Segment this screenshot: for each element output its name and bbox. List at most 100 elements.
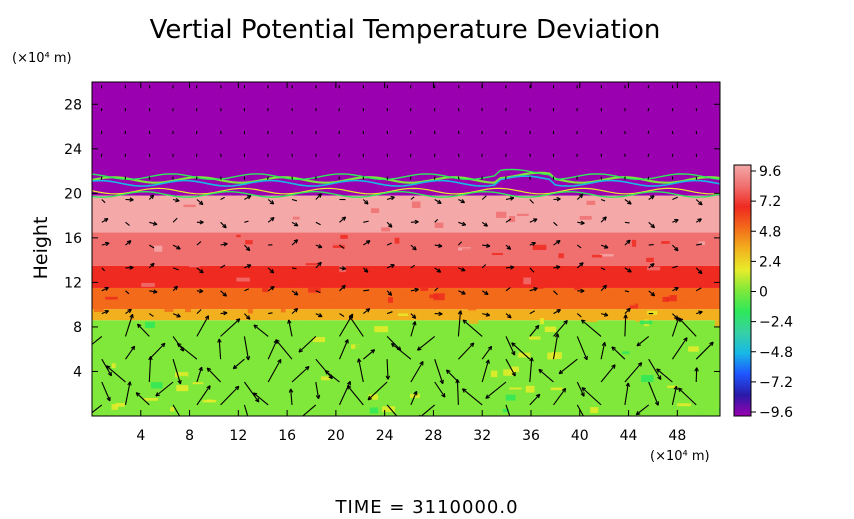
wind-vector-head xyxy=(436,270,441,273)
wind-vector-head xyxy=(349,315,354,319)
wind-vector xyxy=(600,108,603,112)
wind-vector xyxy=(338,108,341,112)
field-patch xyxy=(217,298,222,306)
wind-vector xyxy=(576,244,582,249)
wind-vector xyxy=(458,342,475,360)
wind-vector xyxy=(148,342,166,360)
field-patch xyxy=(387,333,393,337)
wind-vector xyxy=(600,85,603,89)
wind-vector xyxy=(624,290,630,293)
wind-vector xyxy=(695,287,702,292)
field-patch xyxy=(388,297,393,303)
wind-vector-head xyxy=(249,425,252,428)
wind-vector-head xyxy=(201,367,203,372)
wind-vector-head xyxy=(255,399,260,403)
wind-vector xyxy=(338,85,341,89)
field-patch xyxy=(170,242,178,245)
field-patch xyxy=(590,407,599,414)
field-patch xyxy=(164,306,174,312)
field-patch xyxy=(588,260,599,264)
wind-vector-head xyxy=(656,368,661,371)
wind-vector xyxy=(553,290,558,296)
wind-vector xyxy=(696,243,703,246)
wind-vector-head xyxy=(163,343,166,348)
wind-vector xyxy=(624,362,643,383)
wind-vector-head xyxy=(295,308,299,313)
wind-vector xyxy=(386,196,395,201)
field-patch xyxy=(93,308,104,312)
field-patch xyxy=(221,248,230,253)
field-patch xyxy=(96,334,105,337)
wind-vector xyxy=(177,343,198,360)
wind-vector xyxy=(196,366,203,383)
wind-vector xyxy=(149,244,155,249)
field-patch xyxy=(420,204,426,208)
wind-vector xyxy=(106,365,126,383)
wind-vector xyxy=(367,381,388,401)
wind-vector xyxy=(600,342,606,360)
colorbar-gradient xyxy=(733,164,752,417)
wind-vector xyxy=(386,359,389,380)
field-patch xyxy=(667,385,678,388)
wind-vector xyxy=(434,219,439,223)
field-patch xyxy=(402,399,412,402)
field-patch xyxy=(647,266,661,271)
wind-vector xyxy=(576,313,582,318)
wind-vector xyxy=(290,388,293,405)
wind-vector xyxy=(315,221,321,226)
field-patch xyxy=(591,254,603,258)
x-tick-label: 48 xyxy=(668,428,686,444)
field-patch xyxy=(529,336,541,340)
wind-vector xyxy=(124,381,131,406)
wind-vector-head xyxy=(153,291,158,294)
wind-vector xyxy=(458,310,462,314)
field-patch xyxy=(157,324,166,327)
wind-vector xyxy=(576,85,578,89)
field-patch xyxy=(399,291,407,297)
field-patch xyxy=(147,345,159,353)
wind-vector xyxy=(220,176,222,180)
wind-vector xyxy=(291,267,297,270)
wind-vector xyxy=(553,240,561,246)
wind-vector-head xyxy=(129,267,134,270)
field-patch xyxy=(144,395,152,399)
wind-vector xyxy=(576,336,588,361)
wind-vector-head xyxy=(414,321,417,326)
field-patch xyxy=(219,279,228,284)
wind-vector xyxy=(481,359,490,383)
field-patch xyxy=(714,271,720,274)
field-patch xyxy=(646,257,654,263)
field-patch xyxy=(539,318,544,325)
field-patch xyxy=(273,279,283,283)
wind-vector-head xyxy=(325,370,330,373)
field-patch xyxy=(603,291,616,298)
field-patch xyxy=(210,273,217,279)
chart-title: Vertial Potential Temperature Deviation xyxy=(150,15,661,45)
field-patch xyxy=(280,307,286,313)
wind-vector xyxy=(291,239,298,246)
wind-vector xyxy=(417,335,436,351)
field-patch xyxy=(394,237,400,244)
wind-vector-head xyxy=(223,312,228,316)
colorbar-tick-label: −2.4 xyxy=(759,315,793,331)
wind-vector xyxy=(505,404,511,416)
field-patch xyxy=(641,375,654,383)
wind-vector xyxy=(552,333,559,360)
wind-vector xyxy=(600,364,616,383)
x-tick-label: 20 xyxy=(327,428,345,444)
wind-vector-head xyxy=(534,218,538,223)
wind-vector xyxy=(298,335,317,353)
wind-vector-head xyxy=(604,285,608,290)
wind-vector-head xyxy=(611,346,616,349)
field-patch xyxy=(192,382,204,385)
wind-vector-head xyxy=(537,325,540,330)
field-patch xyxy=(569,366,581,372)
y-axis: 4 8 12 16 20 24 28 xyxy=(64,97,720,380)
field-patch xyxy=(626,222,638,226)
wind-vector-head xyxy=(245,248,250,252)
field-patch xyxy=(509,387,522,390)
colorbar-tick-label: 2.4 xyxy=(759,254,781,270)
wind-vector-head xyxy=(245,356,249,361)
field-patch xyxy=(460,270,466,273)
wind-vector-head xyxy=(222,225,227,229)
